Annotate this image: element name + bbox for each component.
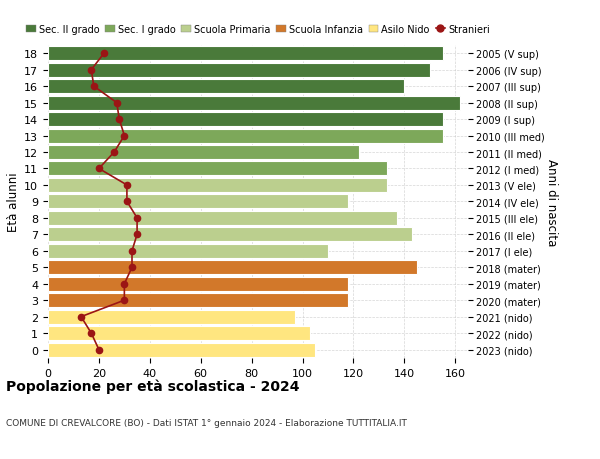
Bar (48, 63, 430, 78)
Bar (48, 96, 460, 110)
Bar (48, 195, 349, 209)
Bar (48, 47, 443, 61)
Bar (48, 179, 386, 192)
Bar (48, 80, 404, 94)
Bar (48, 146, 359, 160)
Y-axis label: Età alunni: Età alunni (7, 172, 20, 232)
Bar (48, 261, 417, 274)
Bar (48, 212, 397, 225)
Bar (48, 326, 310, 341)
Y-axis label: Anni di nascita: Anni di nascita (545, 158, 558, 246)
Bar (48, 343, 315, 357)
Text: COMUNE DI CREVALCORE (BO) - Dati ISTAT 1° gennaio 2024 - Elaborazione TUTTITALIA: COMUNE DI CREVALCORE (BO) - Dati ISTAT 1… (6, 418, 407, 427)
Bar (48, 228, 412, 242)
Legend: Sec. II grado, Sec. I grado, Scuola Primaria, Scuola Infanzia, Asilo Nido, Stran: Sec. II grado, Sec. I grado, Scuola Prim… (26, 25, 490, 35)
Bar (48, 244, 328, 258)
Bar (48, 277, 349, 291)
Bar (48, 129, 443, 143)
Bar (48, 294, 349, 308)
Bar (48, 310, 295, 324)
Bar (48, 162, 386, 176)
Bar (48, 113, 443, 127)
Text: Popolazione per età scolastica - 2024: Popolazione per età scolastica - 2024 (6, 379, 299, 393)
